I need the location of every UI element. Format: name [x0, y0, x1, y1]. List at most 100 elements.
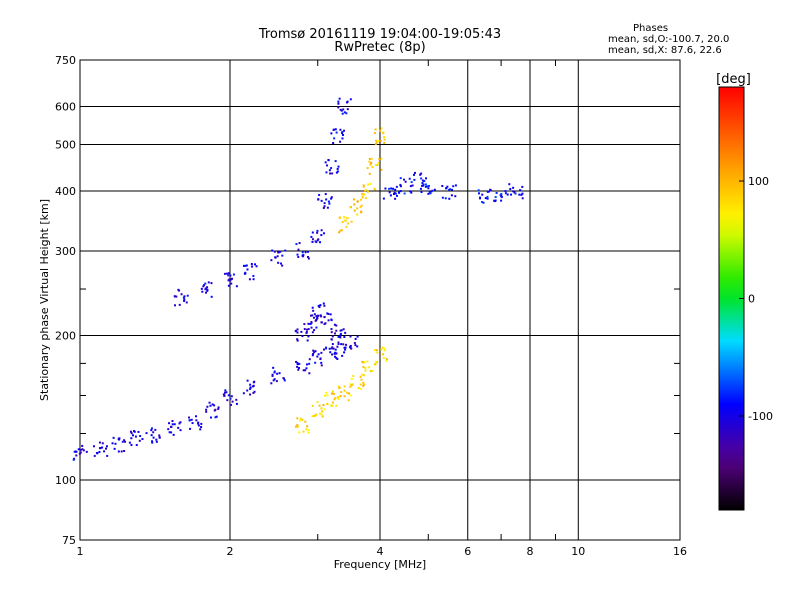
data-point-192: [329, 351, 332, 354]
data-point-165: [297, 368, 300, 371]
data-point-80: [168, 431, 171, 434]
data-point-610: [375, 141, 378, 144]
data-point-506: [325, 171, 328, 174]
data-point-691: [486, 190, 489, 193]
data-point-19: [98, 450, 101, 453]
data-point-124: [223, 394, 226, 397]
data-point-336: [337, 385, 340, 388]
data-point-579: [362, 185, 365, 188]
data-point-294: [307, 431, 310, 434]
data-point-219: [315, 326, 318, 329]
data-point-151: [275, 380, 278, 383]
data-point-404: [182, 296, 185, 299]
data-point-541: [337, 102, 340, 105]
data-point-528: [339, 128, 342, 131]
data-point-641: [398, 191, 401, 194]
data-point-281: [337, 342, 340, 345]
data-point-314: [320, 413, 323, 416]
data-point-398: [175, 295, 178, 298]
data-point-305: [304, 420, 307, 423]
data-point-224: [311, 306, 314, 309]
data-point-421: [227, 284, 230, 287]
data-point-139: [252, 391, 255, 394]
data-point-661: [424, 183, 427, 186]
data-point-130: [249, 393, 252, 396]
data-point-668: [420, 191, 423, 194]
colorbar-label: [deg]: [716, 72, 751, 87]
data-point-39: [123, 450, 126, 453]
data-point-699: [489, 188, 492, 191]
data-point-174: [319, 358, 322, 361]
data-point-246: [317, 314, 320, 317]
data-point-556: [338, 216, 341, 219]
data-point-623: [393, 191, 396, 194]
data-point-284: [344, 348, 347, 351]
data-point-285: [343, 351, 346, 354]
data-point-149: [273, 370, 276, 373]
data-point-677: [445, 187, 448, 190]
data-point-18: [98, 441, 101, 444]
data-point-659: [427, 184, 430, 187]
data-point-518: [332, 142, 335, 145]
data-point-428: [235, 285, 238, 288]
data-point-364: [361, 373, 364, 376]
data-point-371: [368, 366, 371, 369]
data-point-561: [353, 203, 356, 206]
data-point-206: [305, 332, 308, 335]
data-point-310: [311, 404, 314, 407]
data-point-585: [373, 187, 376, 190]
data-point-225: [319, 314, 322, 317]
data-point-289: [343, 346, 346, 349]
data-point-293: [334, 355, 337, 358]
data-point-461: [281, 264, 284, 267]
data-point-335: [334, 396, 337, 399]
data-point-559: [346, 216, 349, 219]
data-point-475: [297, 255, 300, 258]
data-point-42: [132, 434, 135, 437]
data-point-597: [369, 163, 372, 166]
data-point-11: [85, 450, 88, 453]
data-point-557: [343, 216, 346, 219]
data-point-291: [341, 354, 344, 357]
data-point-181: [312, 349, 315, 352]
data-point-308: [323, 408, 326, 411]
data-point-6: [79, 451, 82, 454]
data-point-95: [197, 421, 200, 424]
data-point-297: [302, 430, 305, 433]
data-point-273: [356, 345, 359, 348]
data-point-217: [313, 329, 316, 332]
data-point-337: [337, 397, 340, 400]
data-point-369: [366, 360, 369, 363]
data-point-643: [410, 191, 413, 194]
data-point-278: [353, 341, 356, 344]
data-point-375: [362, 361, 365, 364]
data-point-309: [321, 415, 324, 418]
data-point-264: [340, 329, 343, 332]
data-point-698: [479, 197, 482, 200]
data-point-60: [150, 427, 153, 430]
data-point-38: [112, 436, 115, 439]
data-point-632: [404, 180, 407, 183]
data-point-51: [133, 430, 136, 433]
data-point-467: [297, 248, 300, 251]
data-point-508: [328, 169, 331, 172]
data-point-447: [255, 265, 258, 268]
data-point-26: [103, 450, 106, 453]
y-tick-label-200: 200: [55, 330, 76, 343]
data-point-647: [424, 185, 427, 188]
data-point-161: [304, 369, 307, 372]
data-point-143: [276, 372, 279, 375]
data-point-619: [389, 194, 392, 197]
data-point-214: [310, 326, 313, 329]
x-tick-label-10: 10: [571, 545, 585, 558]
data-point-717: [521, 185, 524, 188]
data-point-292: [335, 356, 338, 359]
data-point-625: [392, 192, 395, 195]
data-point-67: [152, 431, 155, 434]
data-point-523: [339, 140, 342, 143]
data-point-400: [185, 301, 188, 304]
data-point-257: [330, 328, 333, 331]
data-point-253: [335, 329, 338, 332]
data-point-353: [349, 385, 352, 388]
data-point-638: [408, 177, 411, 180]
